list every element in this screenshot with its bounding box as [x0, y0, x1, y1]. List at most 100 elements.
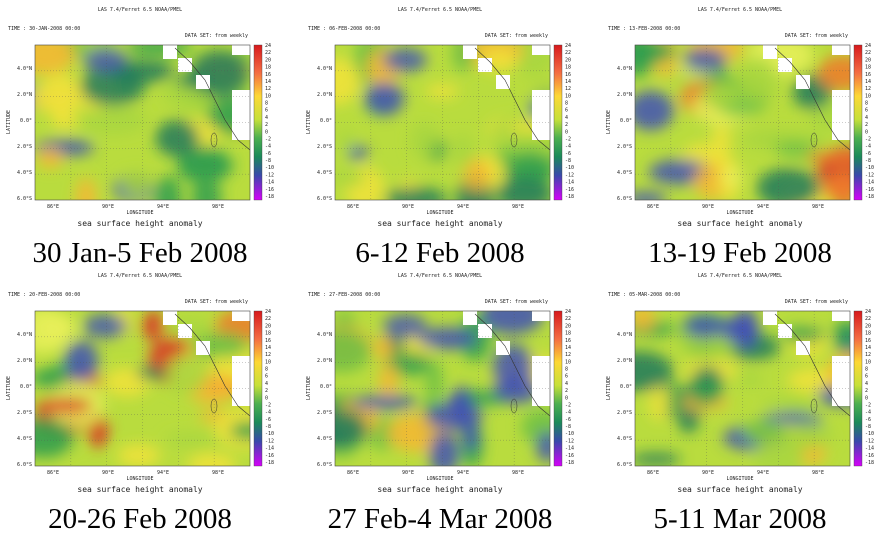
- colorbar-label: 14: [565, 345, 571, 351]
- colorbar-label: 10: [265, 93, 271, 99]
- colorbar-label: 6: [265, 374, 268, 380]
- island: [510, 398, 518, 414]
- anomaly-blob: [335, 57, 361, 105]
- x-axis-label: LONGITUDE: [426, 210, 453, 216]
- colorbar-label: -6: [565, 151, 571, 157]
- colorbar-label: -4: [265, 410, 271, 416]
- anomaly-blob: [425, 359, 444, 405]
- colorbar-label: 22: [565, 316, 571, 322]
- colorbar-label: -2: [565, 402, 571, 408]
- anomaly-blob: [335, 329, 372, 373]
- land-mask: [163, 45, 177, 59]
- anomaly-field: [335, 311, 550, 466]
- colorbar-label: 22: [565, 50, 571, 56]
- land-mask: [232, 45, 250, 55]
- map-panel: LAS 7.4/Ferret 6.5 NOAA/PMEL TIME : 05-MA…: [606, 273, 874, 535]
- anomaly-blob: [108, 59, 175, 84]
- land-mask: [532, 90, 550, 140]
- colorbar-label: -10: [865, 431, 874, 437]
- lat-label: 4.0°S: [617, 170, 632, 176]
- colorbar-label: -4: [265, 144, 271, 150]
- colorbar-label: -10: [265, 165, 274, 171]
- anomaly-blob: [165, 431, 217, 447]
- colorbar-label: -16: [865, 453, 874, 459]
- anomaly-blob: [536, 431, 550, 463]
- colorbar-label: 10: [565, 93, 571, 99]
- anomaly-blob: [190, 182, 223, 200]
- anomaly-blob: [79, 106, 147, 135]
- anomaly-blob: [364, 81, 405, 116]
- lat-label: 2.0°N: [17, 358, 32, 364]
- coastline: [474, 47, 550, 151]
- x-axis-label: LONGITUDE: [126, 210, 153, 216]
- colorbar-label: 16: [265, 72, 271, 78]
- colorbar-label: 14: [565, 79, 571, 85]
- land-mask: [532, 45, 550, 55]
- lat-label: 6.0°S: [317, 196, 332, 202]
- lat-label: 4.0°N: [617, 66, 632, 72]
- anomaly-blob: [635, 453, 682, 466]
- anomaly-blob: [190, 50, 249, 97]
- map-time: TIME : 30-JAN-2008 00:00: [8, 26, 80, 32]
- lat-label: 0.0°: [620, 384, 632, 390]
- lat-label: 4.0°S: [317, 436, 332, 442]
- map-header: LAS 7.4/Ferret 6.5 NOAA/PMEL: [98, 273, 182, 279]
- lon-label: 86°E: [347, 204, 359, 210]
- lat-label: 4.0°S: [17, 170, 32, 176]
- colorbar-label: 8: [265, 101, 268, 107]
- lat-label: 6.0°S: [317, 462, 332, 468]
- colorbar-label: 12: [265, 86, 271, 92]
- anomaly-blob: [155, 119, 200, 157]
- colorbar-label: 24: [265, 309, 271, 315]
- map-time: TIME : 20-FEB-2008 00:00: [8, 292, 80, 298]
- colorbar-label: -8: [865, 424, 871, 430]
- coastline: [774, 47, 850, 151]
- lat-label: 2.0°N: [617, 92, 632, 98]
- y-axis-label: LATITUDE: [606, 376, 612, 400]
- colorbar-label: 18: [265, 331, 271, 337]
- anomaly-blob: [690, 381, 723, 405]
- field-blobs: [635, 311, 850, 466]
- colorbar-label: -2: [265, 402, 271, 408]
- colorbar-label: -2: [865, 136, 871, 142]
- land-mask: [763, 45, 777, 59]
- colorbar: [553, 310, 563, 467]
- plot-frame: [334, 310, 551, 467]
- coastline: [474, 313, 550, 417]
- colorbar-label: -6: [865, 417, 871, 423]
- colorbar-label: 0: [265, 129, 268, 135]
- colorbar-label: -18: [565, 460, 574, 466]
- colorbar-label: -16: [265, 453, 274, 459]
- lat-label: 2.0°S: [17, 144, 32, 150]
- colorbar-label: -4: [565, 410, 571, 416]
- colorbar-label: 16: [865, 72, 871, 78]
- lat-label: 2.0°N: [317, 358, 332, 364]
- anomaly-blob: [752, 437, 805, 466]
- colorbar-label: -16: [265, 187, 274, 193]
- anomaly-blob: [635, 351, 674, 392]
- colorbar-label: 4: [865, 381, 868, 387]
- lon-label: 94°E: [757, 204, 769, 210]
- lon-label: 98°E: [812, 470, 824, 476]
- lat-label: 2.0°S: [617, 144, 632, 150]
- colorbar: [253, 44, 263, 201]
- colorbar-label: -12: [265, 438, 274, 444]
- anomaly-blob: [178, 157, 235, 174]
- land-mask: [232, 90, 250, 140]
- colorbar-label: 6: [865, 108, 868, 114]
- plot-frame: [34, 310, 251, 467]
- lat-label: 0.0°: [20, 384, 32, 390]
- anomaly-blob: [760, 397, 814, 411]
- colorbar-label: 2: [265, 122, 268, 128]
- colorbar-label: -18: [865, 460, 874, 466]
- colorbar-label: -8: [565, 424, 571, 430]
- map-header: LAS 7.4/Ferret 6.5 NOAA/PMEL: [98, 7, 182, 13]
- anomaly-blob: [648, 382, 671, 421]
- lon-label: 90°E: [702, 470, 714, 476]
- colorbar-label: 20: [565, 57, 571, 63]
- anomaly-blob: [335, 169, 365, 188]
- map-header: LAS 7.4/Ferret 6.5 NOAA/PMEL: [398, 7, 482, 13]
- land-mask: [832, 90, 850, 140]
- colorbar: [553, 44, 563, 201]
